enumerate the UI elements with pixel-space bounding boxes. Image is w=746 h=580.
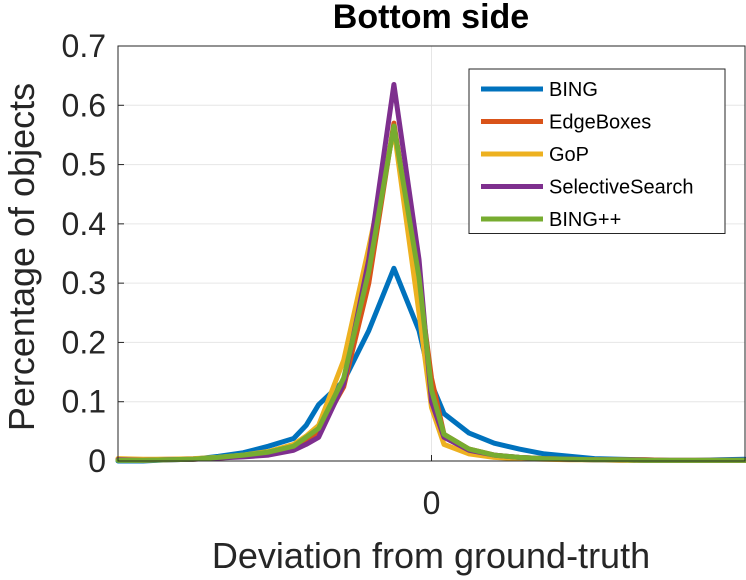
series-line-bingplusplus — [115, 123, 746, 463]
y-tick-label: 0.4 — [62, 206, 106, 242]
legend-label-bing: BING — [549, 79, 598, 101]
y-tick-label: 0.7 — [62, 28, 106, 64]
y-tick-label: 0.5 — [62, 147, 106, 183]
legend[interactable]: BING EdgeBoxes GoP SelectiveSearch BING++ — [468, 68, 726, 234]
legend-label-bingplusplus: BING++ — [549, 209, 621, 231]
y-tick-label: 0 — [88, 443, 106, 479]
legend-label-edgeboxes: EdgeBoxes — [549, 112, 651, 134]
y-tick-label: 0.6 — [62, 87, 106, 123]
series-lines — [115, 82, 746, 464]
x-axis-label: Deviation from ground-truth — [212, 535, 650, 576]
legend-label-gop: GoP — [549, 144, 589, 166]
legend-label-selectivesearch: SelectiveSearch — [549, 177, 694, 199]
y-axis-label: Percentage of objects — [1, 83, 42, 431]
y-tick-label: 0.2 — [62, 324, 106, 360]
y-tick-label: 0.1 — [62, 384, 106, 420]
chart-title: Bottom side — [333, 0, 529, 36]
y-tick-label: 0.3 — [62, 265, 106, 301]
legend-box — [468, 68, 726, 234]
axis-ticks: 0 0.1 0.2 0.3 0.4 0.5 0.6 0.7 0 — [62, 28, 441, 521]
x-tick-label: 0 — [423, 485, 441, 521]
